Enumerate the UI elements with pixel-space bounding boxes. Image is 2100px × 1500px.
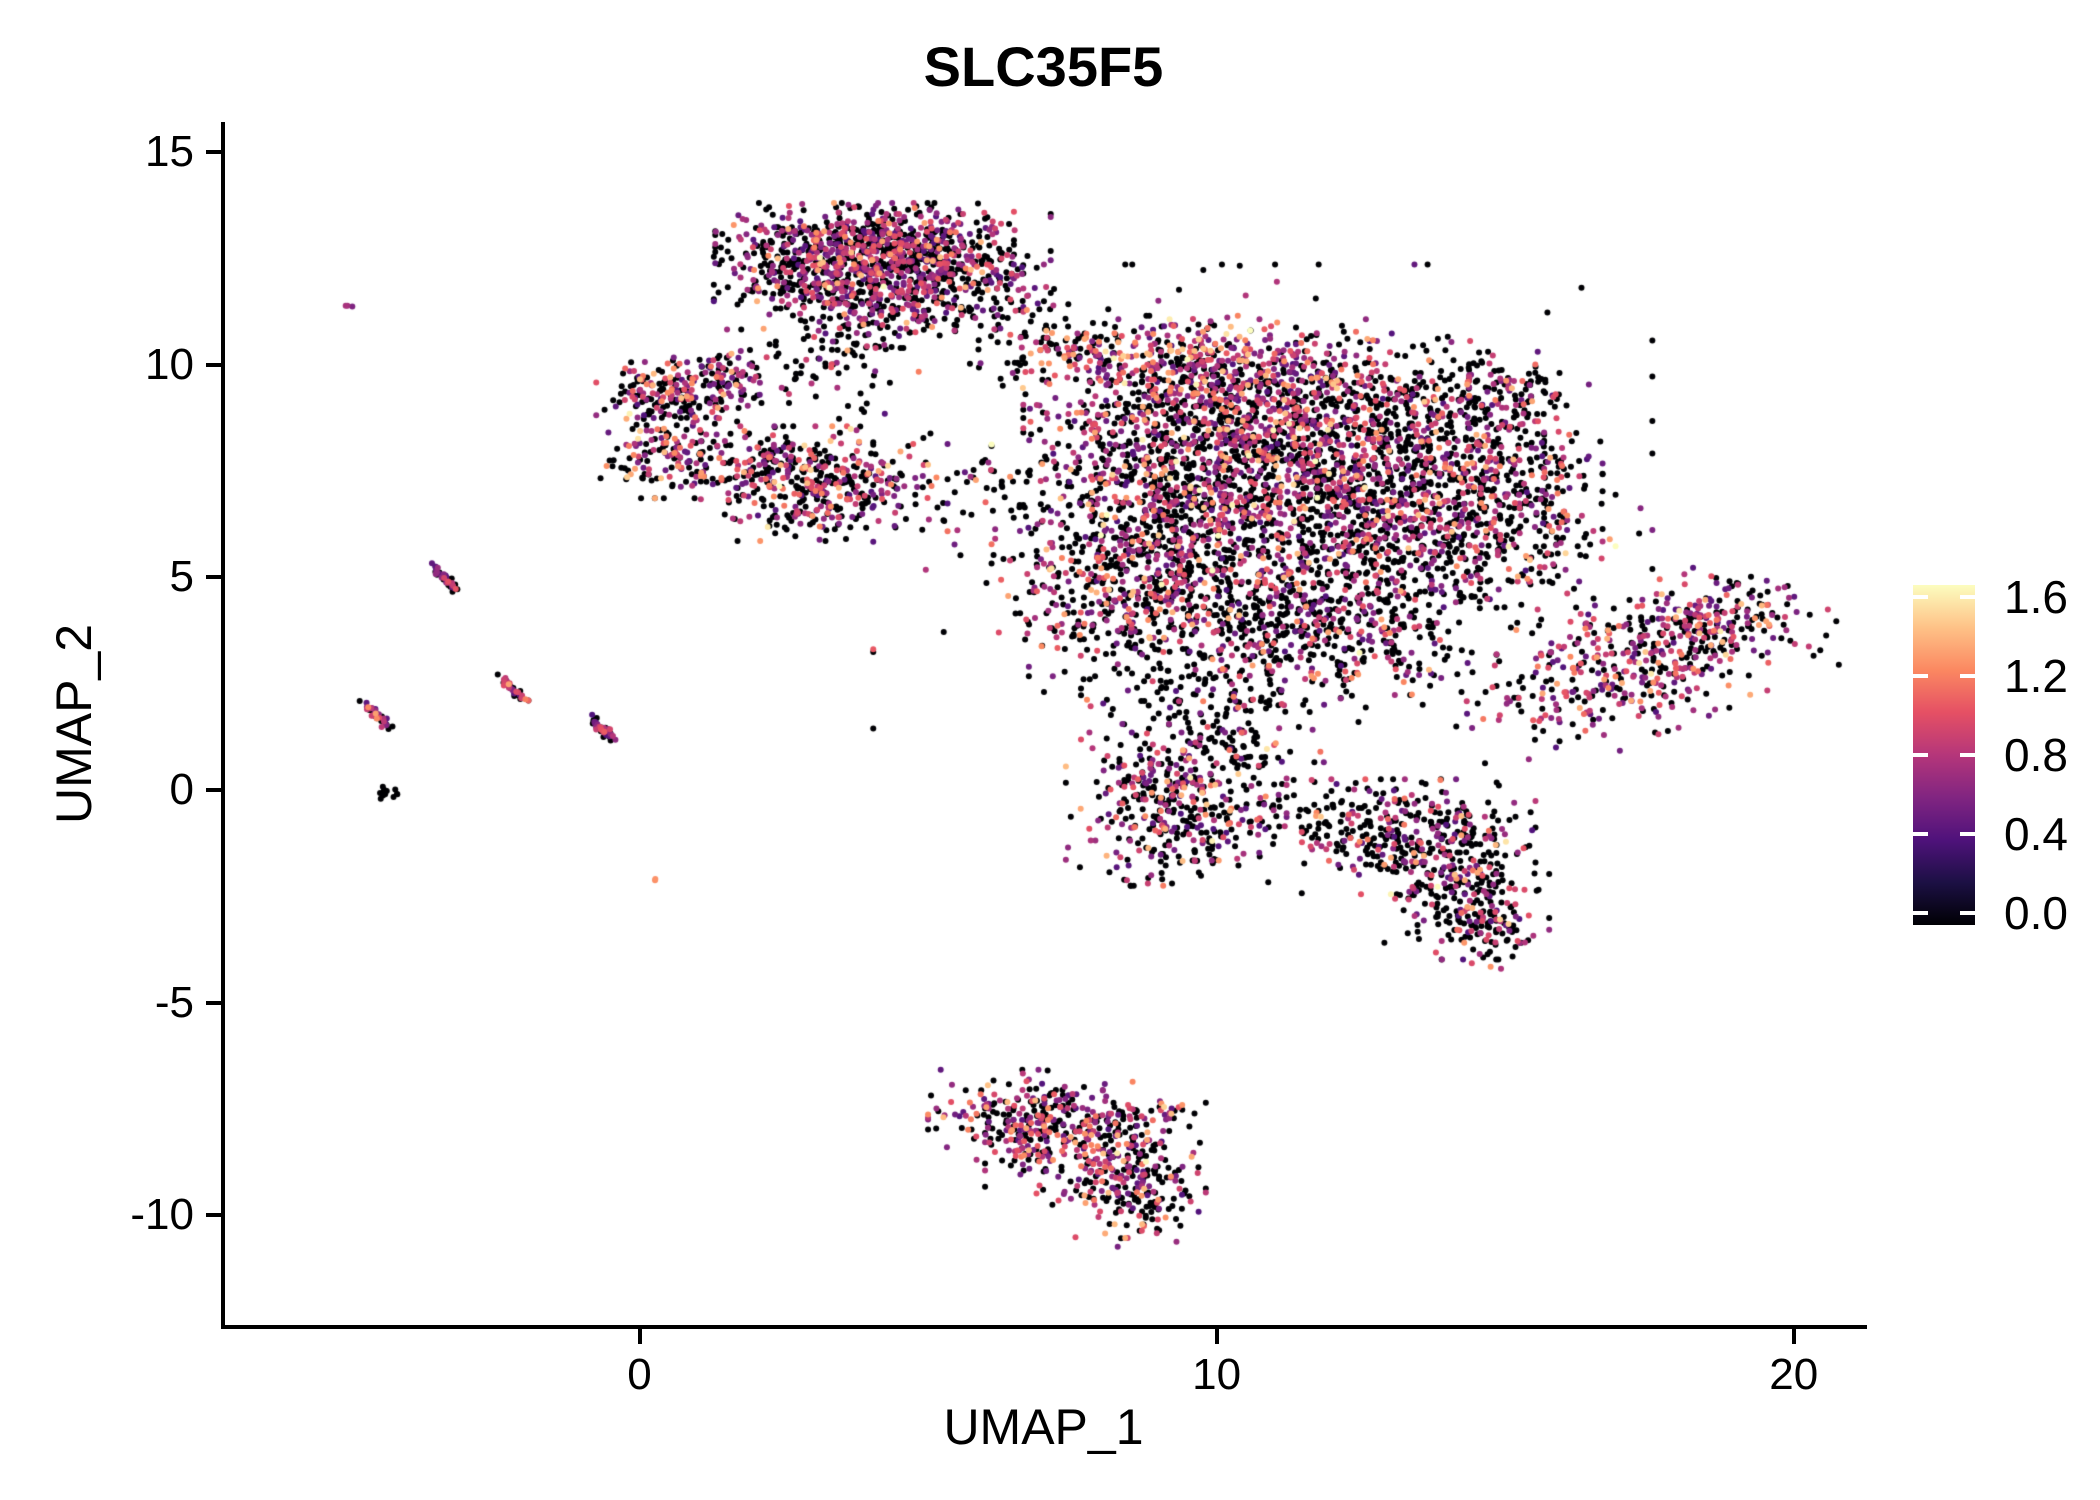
legend-tick-mark — [1913, 595, 1928, 599]
y-tick-mark — [206, 1213, 221, 1218]
y-tick-mark — [206, 787, 221, 792]
legend-tick-label: 0.0 — [2004, 887, 2068, 939]
y-tick-label: 0 — [169, 764, 194, 814]
legend-tick-label: 1.6 — [2004, 571, 2068, 623]
legend-tick-mark — [1913, 674, 1928, 678]
legend-tick-mark — [1960, 911, 1975, 915]
y-tick-label: 10 — [145, 339, 194, 389]
y-tick-label: -10 — [130, 1190, 194, 1240]
legend-tick-label: 1.2 — [2004, 650, 2068, 702]
legend-tick-mark — [1913, 911, 1928, 915]
legend-tick-label: 0.8 — [2004, 729, 2068, 781]
y-tick-label: 15 — [145, 126, 194, 176]
x-tick-label: 0 — [627, 1350, 652, 1399]
y-axis-line — [221, 122, 225, 1329]
legend-tick-label: 0.4 — [2004, 808, 2068, 860]
legend-tick-mark — [1960, 753, 1975, 757]
y-tick-label: -5 — [154, 977, 194, 1027]
y-tick-mark — [206, 149, 221, 154]
plot-area — [224, 122, 1863, 1326]
x-axis-line — [221, 1325, 1867, 1329]
legend-tick-mark — [1960, 595, 1975, 599]
y-tick-label: 5 — [169, 552, 194, 602]
y-tick-mark — [206, 575, 221, 580]
x-tick-mark — [1791, 1329, 1796, 1344]
x-tick-label: 10 — [1192, 1350, 1242, 1399]
y-tick-mark — [206, 362, 221, 367]
x-tick-mark — [1214, 1329, 1219, 1344]
legend-tick-mark — [1913, 753, 1928, 757]
legend-tick-mark — [1913, 832, 1928, 836]
x-tick-mark — [637, 1329, 642, 1344]
x-tick-label: 20 — [1769, 1350, 1819, 1399]
plot-title: SLC35F5 — [923, 35, 1164, 98]
y-tick-mark — [206, 1000, 221, 1005]
scatter-points-canvas — [224, 122, 1863, 1326]
legend-tick-mark — [1960, 832, 1975, 836]
legend-tick-mark — [1960, 674, 1975, 678]
x-axis-title: UMAP_1 — [943, 1399, 1144, 1455]
